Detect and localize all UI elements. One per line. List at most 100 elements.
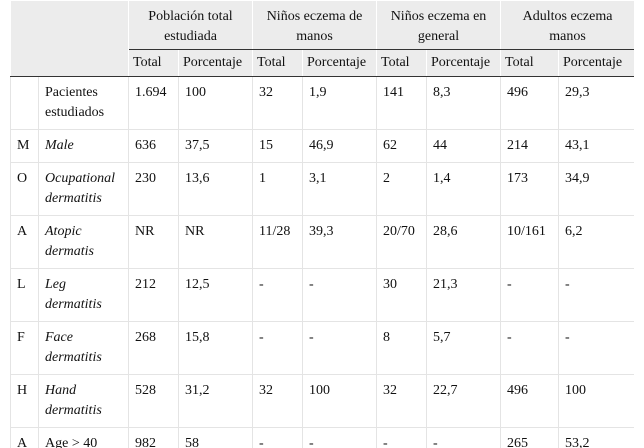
group-header: Adultos eczema manos	[500, 0, 634, 50]
cell: 32	[252, 76, 303, 130]
cell: 62	[376, 129, 427, 163]
cell: 141	[376, 76, 427, 130]
subheader: Porcentaje	[178, 49, 253, 77]
table-row: F Face dermatitis 268 15,8- -8 5,7- -	[10, 321, 634, 375]
cell: 2	[376, 162, 427, 216]
cell: 21,3	[425, 268, 502, 322]
cell: -	[302, 427, 377, 448]
group-header: Niños eczema de manos	[252, 0, 377, 50]
cell: 15	[252, 129, 303, 163]
cell: 28,6	[425, 215, 502, 269]
table-row: A Atopic dermatis NR NR 11/28 39,3 20/70 28,6 10…	[10, 215, 634, 269]
cell: 15,8	[178, 321, 253, 375]
row-code: M	[10, 129, 39, 163]
corner-cell	[10, 0, 129, 77]
subheader: Total	[128, 49, 179, 77]
group-header-row: Población total estudiada Niños eczema de…	[10, 0, 634, 77]
cell: 496	[500, 76, 560, 130]
table-row: O Ocupational dermatitis 230 13,6 1 3,1 2 1,4 17…	[10, 162, 634, 216]
cell: 1	[252, 162, 303, 216]
data-table: Población total estudiada Niños eczema de…	[10, 0, 634, 448]
cell: -	[252, 427, 303, 448]
cell: 1.694	[128, 76, 179, 130]
cell: -	[425, 427, 502, 448]
row-label: Atopic dermatis	[38, 215, 129, 269]
cell: 58	[178, 427, 253, 448]
table-container: Población total estudiada Niños eczema de…	[10, 0, 634, 448]
cell: 268	[128, 321, 179, 375]
cell: 32	[252, 374, 303, 428]
cell: 100	[178, 76, 253, 130]
row-label: Hand dermatitis	[38, 374, 129, 428]
cell: 39,3	[302, 215, 377, 269]
cell: -	[252, 268, 303, 322]
row-label: Male	[38, 129, 129, 163]
cell: -	[500, 268, 560, 322]
cell: 43,1	[558, 129, 634, 163]
group-header: Población total estudiada	[128, 0, 253, 50]
subheader: Porcentaje	[425, 49, 502, 77]
cell: 528	[128, 374, 179, 428]
cell: 32	[376, 374, 427, 428]
row-code: H	[10, 374, 39, 428]
cell: -	[500, 321, 560, 375]
cell: 37,5	[178, 129, 253, 163]
cell: 29,3	[558, 76, 634, 130]
row-code: L	[10, 268, 39, 322]
cell: -	[376, 427, 427, 448]
cell: 20/70	[376, 215, 427, 269]
table-row: A Age > 40 982 58- - - -265 53,2	[10, 427, 634, 448]
cell: 636	[128, 129, 179, 163]
cell: 11/28	[252, 215, 303, 269]
cell: 34,9	[558, 162, 634, 216]
row-label: Pacientes estudiados	[38, 76, 129, 130]
cell: 12,5	[178, 268, 253, 322]
cell: 8,3	[425, 76, 502, 130]
group-header: Niños eczema en general	[375, 0, 502, 50]
cell: 53,2	[558, 427, 634, 448]
cell: 13,6	[178, 162, 253, 216]
cell: 3,1	[302, 162, 377, 216]
cell: 31,2	[178, 374, 253, 428]
row-label: Leg dermatitis	[38, 268, 129, 322]
cell: 496	[500, 374, 560, 428]
table-header: Población total estudiada Niños eczema de…	[10, 0, 634, 77]
cell: 230	[128, 162, 179, 216]
row-code: F	[10, 321, 39, 375]
table-row: H Hand dermatitis 528 31,2 32 100 32 22,7 496 100	[10, 374, 634, 428]
row-label: Face dermatitis	[38, 321, 129, 375]
cell: NR	[178, 215, 253, 269]
cell: -	[302, 268, 377, 322]
cell: 212	[128, 268, 179, 322]
cell: 1,9	[302, 76, 377, 130]
cell: 22,7	[425, 374, 502, 428]
cell: -	[558, 321, 634, 375]
cell: -	[252, 321, 303, 375]
table-row: M Male 636 37,5 15 46,9 62 44 214 43,1	[10, 129, 634, 163]
cell: 10/161	[500, 215, 560, 269]
subheader: Total	[252, 49, 303, 77]
cell: 982	[128, 427, 179, 448]
row-code: A	[10, 427, 39, 448]
row-label: Ocupational dermatitis	[38, 162, 129, 216]
row-label: Age > 40	[38, 427, 129, 448]
cell: 6,2	[558, 215, 634, 269]
row-code: A	[10, 215, 39, 269]
cell: 5,7	[425, 321, 502, 375]
row-code	[10, 76, 39, 130]
table-body: Pacientes estudiados 1.694 100 32 1,9 141 8,3 4…	[10, 76, 634, 448]
subheader-row: Total Porcentaje Total Porcentaje Total Porce…	[11, 49, 634, 77]
subheader: Total	[376, 49, 427, 77]
table-row: L Leg dermatitis 212 12,5- -30 21,3- -	[10, 268, 634, 322]
subheader: Porcentaje	[558, 49, 634, 77]
cell: 173	[500, 162, 560, 216]
row-code: O	[10, 162, 39, 216]
table-row: Pacientes estudiados 1.694 100 32 1,9 141 8,3 4…	[10, 76, 634, 130]
cell: -	[302, 321, 377, 375]
cell: 214	[500, 129, 560, 163]
cell: -	[558, 268, 634, 322]
subheader: Porcentaje	[302, 49, 377, 77]
cell: 44	[425, 129, 502, 163]
cell: 1,4	[425, 162, 502, 216]
